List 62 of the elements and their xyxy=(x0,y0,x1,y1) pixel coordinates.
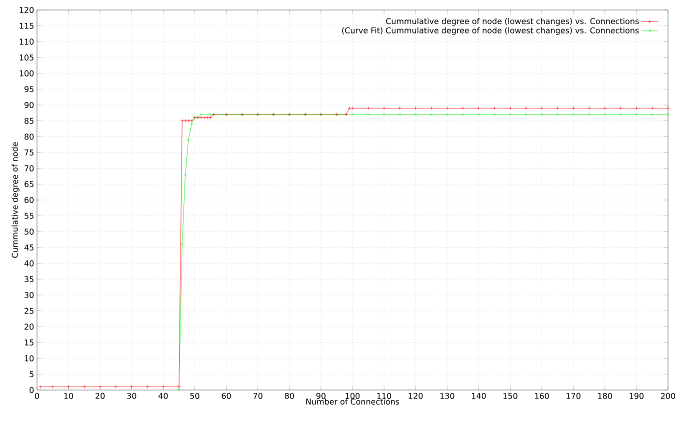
point xyxy=(430,113,433,116)
point xyxy=(588,113,590,116)
point xyxy=(508,106,512,110)
point xyxy=(556,113,559,116)
point xyxy=(414,113,417,116)
point xyxy=(212,112,216,116)
point xyxy=(540,113,544,116)
point xyxy=(190,119,194,123)
point xyxy=(398,113,402,116)
point xyxy=(477,106,480,110)
point xyxy=(398,106,402,110)
point xyxy=(540,106,544,110)
point xyxy=(603,106,607,110)
point xyxy=(114,385,118,389)
point xyxy=(66,385,70,389)
point xyxy=(51,385,54,389)
point xyxy=(199,116,203,120)
point xyxy=(348,106,352,110)
point xyxy=(366,106,370,110)
point xyxy=(462,113,464,116)
point xyxy=(634,106,638,110)
point xyxy=(177,385,181,389)
point xyxy=(572,106,576,110)
point xyxy=(572,113,575,116)
point xyxy=(461,106,465,110)
point xyxy=(477,113,480,116)
point xyxy=(618,106,622,110)
point xyxy=(524,106,528,110)
point xyxy=(344,112,348,116)
point xyxy=(82,385,86,389)
point xyxy=(367,113,370,116)
point xyxy=(190,122,193,126)
point xyxy=(445,106,449,110)
point xyxy=(619,113,622,116)
point xyxy=(635,113,638,116)
point xyxy=(187,138,190,142)
point xyxy=(184,173,187,176)
point xyxy=(446,113,448,116)
point xyxy=(162,385,165,389)
point xyxy=(180,119,184,123)
point xyxy=(587,106,591,110)
point xyxy=(146,385,150,389)
point xyxy=(208,116,212,120)
point xyxy=(350,106,354,110)
point xyxy=(180,243,184,246)
point xyxy=(206,116,210,120)
point xyxy=(509,113,512,116)
point xyxy=(200,113,202,116)
point xyxy=(184,119,187,123)
point xyxy=(382,106,386,110)
point xyxy=(604,113,606,116)
point xyxy=(414,106,418,110)
point xyxy=(556,106,560,110)
point xyxy=(130,385,134,389)
point xyxy=(650,106,654,110)
point xyxy=(186,119,190,123)
point xyxy=(98,385,102,389)
point xyxy=(492,106,496,110)
point xyxy=(430,106,434,110)
point xyxy=(650,113,654,116)
point xyxy=(202,116,206,120)
point xyxy=(382,113,386,116)
